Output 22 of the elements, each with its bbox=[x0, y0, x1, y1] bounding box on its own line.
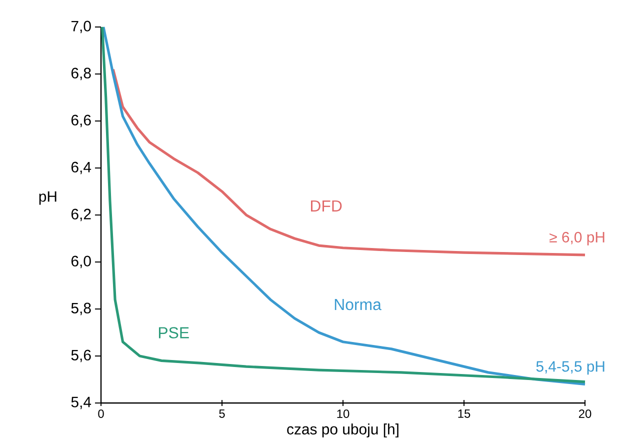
y-tick-label: 6,6 bbox=[71, 114, 91, 128]
y-tick-label: 5,4 bbox=[71, 396, 92, 410]
x-tick-label: 15 bbox=[458, 410, 470, 418]
x-tick-label: 10 bbox=[337, 410, 350, 418]
y-tick-label: 5,6 bbox=[71, 350, 91, 362]
series-label: Norma bbox=[334, 299, 382, 310]
series-label: DFD bbox=[310, 200, 342, 212]
y-tick-label: 6,0 bbox=[71, 256, 91, 268]
line-series bbox=[112, 68, 586, 256]
x-tick-label: 20 bbox=[578, 410, 592, 418]
y-tick-label: 5,8 bbox=[71, 302, 91, 316]
x-axis-title: czas po uboju [h] bbox=[287, 424, 398, 438]
x-tick-label: 0 bbox=[98, 410, 104, 418]
series-label: PSE bbox=[158, 327, 189, 338]
annotation: 5,4-5,5 pH bbox=[536, 361, 604, 375]
y-tick-label: 6,8 bbox=[71, 68, 91, 80]
y-axis-title: pH bbox=[39, 191, 56, 205]
x-tick-label: 5 bbox=[219, 410, 225, 418]
y-tick-label: 6,2 bbox=[71, 208, 91, 222]
y-tick-label: 7,0 bbox=[71, 20, 91, 34]
y-tick-label: 6,4 bbox=[71, 162, 92, 174]
annotation: ≥ 6,0 pH bbox=[550, 232, 604, 246]
